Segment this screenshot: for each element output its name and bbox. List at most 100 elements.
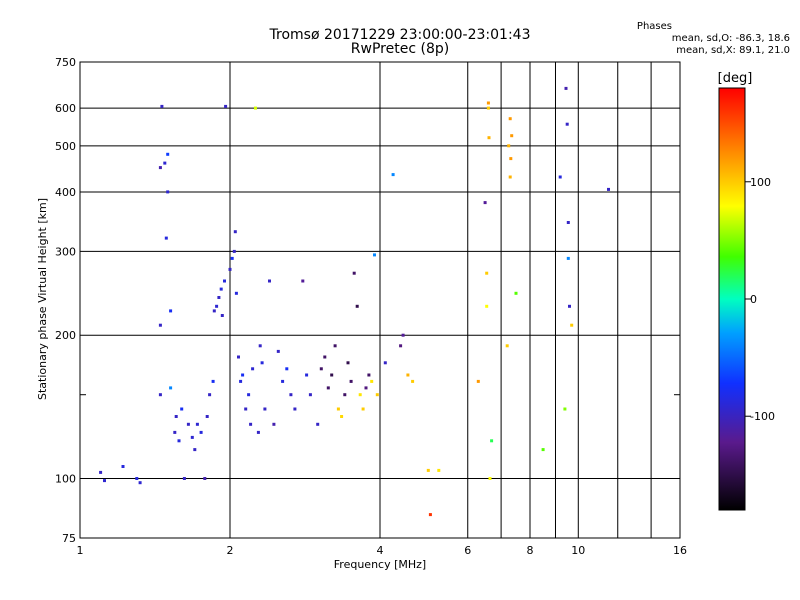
data-point xyxy=(370,379,374,383)
data-point xyxy=(336,407,340,411)
data-point xyxy=(228,267,232,271)
data-point xyxy=(251,367,255,371)
data-point xyxy=(285,367,289,371)
data-point xyxy=(289,393,293,397)
data-point xyxy=(239,379,243,383)
data-point xyxy=(160,104,164,108)
data-point xyxy=(301,279,305,283)
y-tick-label: 600 xyxy=(55,102,76,115)
data-point xyxy=(220,314,224,317)
data-point xyxy=(487,136,491,140)
y-tick-label: 200 xyxy=(55,329,76,342)
data-point xyxy=(217,296,221,299)
data-point xyxy=(568,304,571,308)
data-point xyxy=(406,373,410,377)
data-point xyxy=(486,106,490,110)
data-point xyxy=(135,477,139,480)
data-point xyxy=(256,430,260,434)
data-point xyxy=(180,407,184,411)
data-point xyxy=(293,407,297,411)
data-point xyxy=(212,309,216,313)
data-point xyxy=(426,468,430,472)
data-point xyxy=(268,279,271,283)
x-tick-label: 1 xyxy=(77,544,84,557)
grid-lines xyxy=(80,62,680,538)
data-point xyxy=(330,373,334,377)
data-point xyxy=(223,279,226,283)
data-point xyxy=(186,422,190,426)
data-point xyxy=(364,386,368,390)
data-point xyxy=(166,190,170,194)
x-tick-label: 6 xyxy=(464,544,471,557)
phases-x-stats: mean, sd,X: 89.1, 21.0 xyxy=(676,45,790,56)
data-point xyxy=(121,465,125,468)
data-point xyxy=(174,415,178,418)
data-point xyxy=(281,379,285,383)
y-tick-label: 300 xyxy=(55,245,76,258)
data-point xyxy=(358,393,362,397)
data-point xyxy=(355,304,359,308)
data-point xyxy=(488,477,492,480)
data-point xyxy=(272,422,276,426)
data-point xyxy=(570,323,574,327)
y-tick-label: 400 xyxy=(55,186,76,199)
data-point xyxy=(326,386,330,390)
data-point xyxy=(205,415,209,418)
data-point xyxy=(182,477,186,480)
data-point xyxy=(507,144,511,148)
data-point xyxy=(163,161,167,165)
data-point xyxy=(361,407,365,411)
data-point xyxy=(352,271,356,275)
data-point xyxy=(483,201,487,205)
data-point xyxy=(305,373,309,377)
colorbar xyxy=(718,87,746,511)
data-point xyxy=(508,175,512,179)
x-tick-label: 4 xyxy=(377,544,384,557)
y-tick-label: 750 xyxy=(55,56,76,69)
data-point xyxy=(383,361,387,365)
data-point xyxy=(203,477,207,480)
data-point xyxy=(340,415,344,418)
data-point xyxy=(411,379,415,383)
colorbar-ticks: 100 0 -100 xyxy=(745,176,775,423)
x-tick-label: 2 xyxy=(227,544,234,557)
data-point xyxy=(346,361,350,365)
plot-frame xyxy=(79,61,681,539)
data-point xyxy=(99,470,103,474)
data-point xyxy=(308,393,312,397)
data-point xyxy=(486,101,490,105)
data-point xyxy=(158,166,162,170)
data-point xyxy=(193,448,197,452)
data-point xyxy=(566,221,570,224)
x-axis-title: Frequency [MHz] xyxy=(334,558,426,571)
data-point xyxy=(323,355,327,359)
data-point xyxy=(565,122,569,126)
data-point xyxy=(241,373,245,377)
x-tick-label: 8 xyxy=(527,544,534,557)
data-point xyxy=(164,236,168,240)
data-point xyxy=(208,393,212,397)
data-point xyxy=(258,344,262,348)
y-tick-label: 75 xyxy=(62,532,76,545)
data-point xyxy=(316,422,320,426)
phases-o-stats: mean, sd,O: -86.3, 18.6 xyxy=(671,33,790,44)
data-point xyxy=(428,513,432,517)
data-point xyxy=(215,304,219,308)
data-point xyxy=(607,187,610,191)
data-point xyxy=(319,367,323,371)
data-point xyxy=(541,448,545,452)
axis-ticks: 1 2 4 6 8 10 16 75 100 200 300 400 500 600 750 xyxy=(55,56,687,557)
data-point xyxy=(333,344,337,348)
data-points xyxy=(99,86,610,517)
data-point xyxy=(509,157,513,161)
data-point xyxy=(173,430,177,434)
data-point xyxy=(224,104,228,108)
data-point xyxy=(247,393,251,397)
data-point xyxy=(260,361,264,365)
data-point xyxy=(190,435,194,439)
data-point xyxy=(158,393,162,397)
data-point xyxy=(232,249,236,253)
data-point xyxy=(508,117,512,121)
x-tick-label: 16 xyxy=(673,544,687,557)
y-tick-label: 100 xyxy=(55,473,76,486)
